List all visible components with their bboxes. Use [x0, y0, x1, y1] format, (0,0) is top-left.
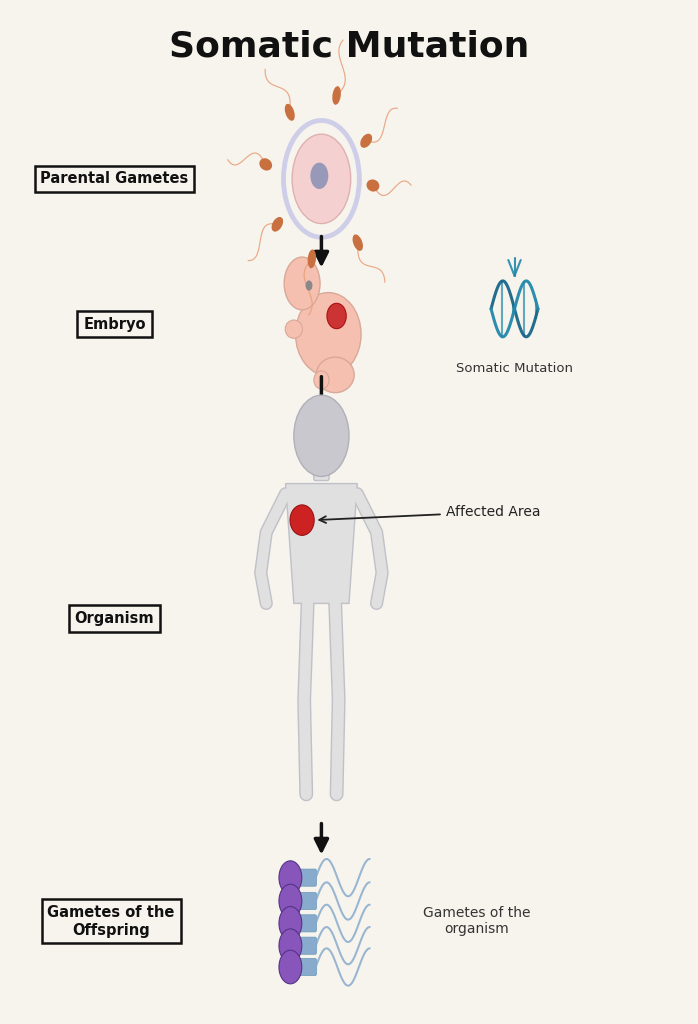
Text: Affected Area: Affected Area	[319, 505, 540, 523]
Ellipse shape	[260, 159, 272, 171]
Ellipse shape	[284, 257, 320, 310]
Ellipse shape	[316, 357, 354, 392]
Text: Somatic Mutation: Somatic Mutation	[456, 362, 573, 375]
Ellipse shape	[308, 250, 316, 268]
FancyBboxPatch shape	[299, 958, 316, 976]
FancyBboxPatch shape	[299, 937, 316, 954]
Circle shape	[279, 950, 302, 984]
FancyBboxPatch shape	[299, 869, 316, 886]
Text: Somatic Mutation: Somatic Mutation	[169, 30, 529, 63]
Ellipse shape	[327, 303, 346, 329]
Ellipse shape	[352, 234, 363, 251]
Text: Gametes of the
Offspring: Gametes of the Offspring	[47, 905, 174, 938]
Circle shape	[294, 395, 349, 476]
Ellipse shape	[295, 293, 361, 376]
FancyBboxPatch shape	[314, 438, 329, 480]
Ellipse shape	[360, 134, 372, 147]
Circle shape	[279, 906, 302, 940]
Circle shape	[306, 281, 313, 291]
Ellipse shape	[285, 103, 295, 121]
Ellipse shape	[292, 134, 350, 223]
Ellipse shape	[272, 217, 283, 231]
FancyBboxPatch shape	[299, 893, 316, 909]
Text: Parental Gametes: Parental Gametes	[40, 171, 188, 186]
Text: Organism: Organism	[75, 611, 154, 626]
Circle shape	[279, 884, 302, 918]
Text: Embryo: Embryo	[83, 316, 146, 332]
Circle shape	[279, 929, 302, 963]
Ellipse shape	[290, 505, 314, 536]
Ellipse shape	[366, 179, 380, 191]
Text: Gametes of the
organism: Gametes of the organism	[423, 906, 530, 936]
Ellipse shape	[332, 86, 341, 104]
Polygon shape	[285, 483, 357, 603]
Ellipse shape	[314, 371, 329, 389]
FancyBboxPatch shape	[299, 914, 316, 932]
Circle shape	[279, 861, 302, 894]
Ellipse shape	[285, 321, 302, 338]
Circle shape	[311, 163, 328, 189]
